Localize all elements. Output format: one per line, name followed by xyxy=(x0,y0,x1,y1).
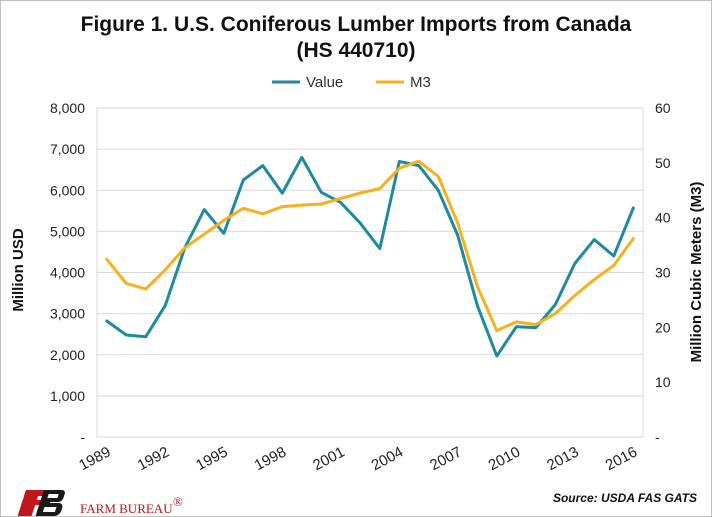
y-right-tick-label: 60 xyxy=(655,100,671,116)
y-left-tick-label: 7,000 xyxy=(50,141,85,157)
chart-title-line-2: (HS 440710) xyxy=(296,39,415,62)
y-axis-right-title: Million Cubic Meters (M3) xyxy=(688,182,705,363)
y-axis-right: - 10 20 30 40 50 60 xyxy=(655,100,671,445)
y-right-tick-label: 50 xyxy=(655,155,671,171)
y-axis-left-title: Million USD xyxy=(10,228,27,311)
series-line-m3 xyxy=(105,159,635,333)
y-left-tick-label: 2,000 xyxy=(50,347,85,363)
y-left-tick-label: 5,000 xyxy=(50,223,85,239)
legend: Value M3 xyxy=(272,74,431,91)
y-left-tick-label: - xyxy=(80,429,85,445)
legend-label-m3: M3 xyxy=(410,74,431,91)
chart-title-line-1: Figure 1. U.S. Coniferous Lumber Imports… xyxy=(81,13,632,36)
y-left-tick-label: 4,000 xyxy=(50,265,85,281)
source-note: Source: USDA FAS GATS xyxy=(553,491,697,505)
y-right-tick-label: 20 xyxy=(655,319,671,335)
logo-registered: ® xyxy=(173,494,183,509)
y-right-tick-label: 30 xyxy=(655,265,671,281)
y-axis-left: - 1,000 2,000 3,000 4,000 5,000 6,000 7,000 8,00… xyxy=(50,100,85,445)
y-right-tick-label: 40 xyxy=(655,210,671,226)
series-line-value xyxy=(105,155,635,358)
y-left-tick-label: 3,000 xyxy=(50,306,85,322)
y-right-tick-label: - xyxy=(655,429,660,445)
farm-bureau-logo: FARM BUREAU ® xyxy=(17,490,183,516)
y-left-tick-label: 8,000 xyxy=(50,100,85,116)
y-left-tick-label: 1,000 xyxy=(50,388,85,404)
logo-text: FARM BUREAU xyxy=(80,501,173,516)
fb-mark-icon xyxy=(17,490,65,516)
y-left-tick-label: 6,000 xyxy=(50,182,85,198)
legend-label-value: Value xyxy=(306,74,343,91)
series-lines xyxy=(105,155,635,358)
y-right-tick-label: 10 xyxy=(655,374,671,390)
